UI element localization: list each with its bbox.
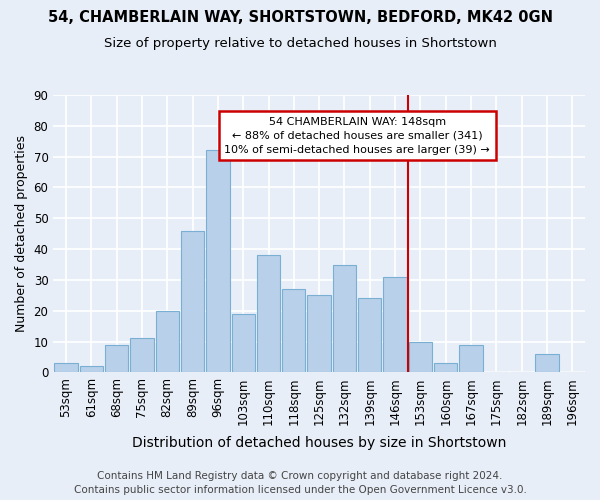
Bar	[434, 363, 457, 372]
Bar	[181, 230, 204, 372]
Bar	[333, 264, 356, 372]
Bar	[55, 363, 77, 372]
Bar	[460, 344, 483, 372]
Bar	[358, 298, 382, 372]
Bar	[80, 366, 103, 372]
Y-axis label: Number of detached properties: Number of detached properties	[15, 135, 28, 332]
Bar	[257, 256, 280, 372]
Text: 54 CHAMBERLAIN WAY: 148sqm
← 88% of detached houses are smaller (341)
10% of sem: 54 CHAMBERLAIN WAY: 148sqm ← 88% of deta…	[224, 116, 490, 154]
Bar	[105, 344, 128, 372]
Bar	[409, 342, 432, 372]
X-axis label: Distribution of detached houses by size in Shortstown: Distribution of detached houses by size …	[132, 436, 506, 450]
Bar	[232, 314, 255, 372]
Bar	[535, 354, 559, 372]
Bar	[307, 296, 331, 372]
Bar	[155, 311, 179, 372]
Text: Size of property relative to detached houses in Shortstown: Size of property relative to detached ho…	[104, 38, 496, 51]
Bar	[130, 338, 154, 372]
Text: Contains HM Land Registry data © Crown copyright and database right 2024.
Contai: Contains HM Land Registry data © Crown c…	[74, 471, 526, 495]
Text: 54, CHAMBERLAIN WAY, SHORTSTOWN, BEDFORD, MK42 0GN: 54, CHAMBERLAIN WAY, SHORTSTOWN, BEDFORD…	[47, 10, 553, 25]
Bar	[206, 150, 230, 372]
Bar	[282, 289, 305, 372]
Bar	[383, 277, 407, 372]
